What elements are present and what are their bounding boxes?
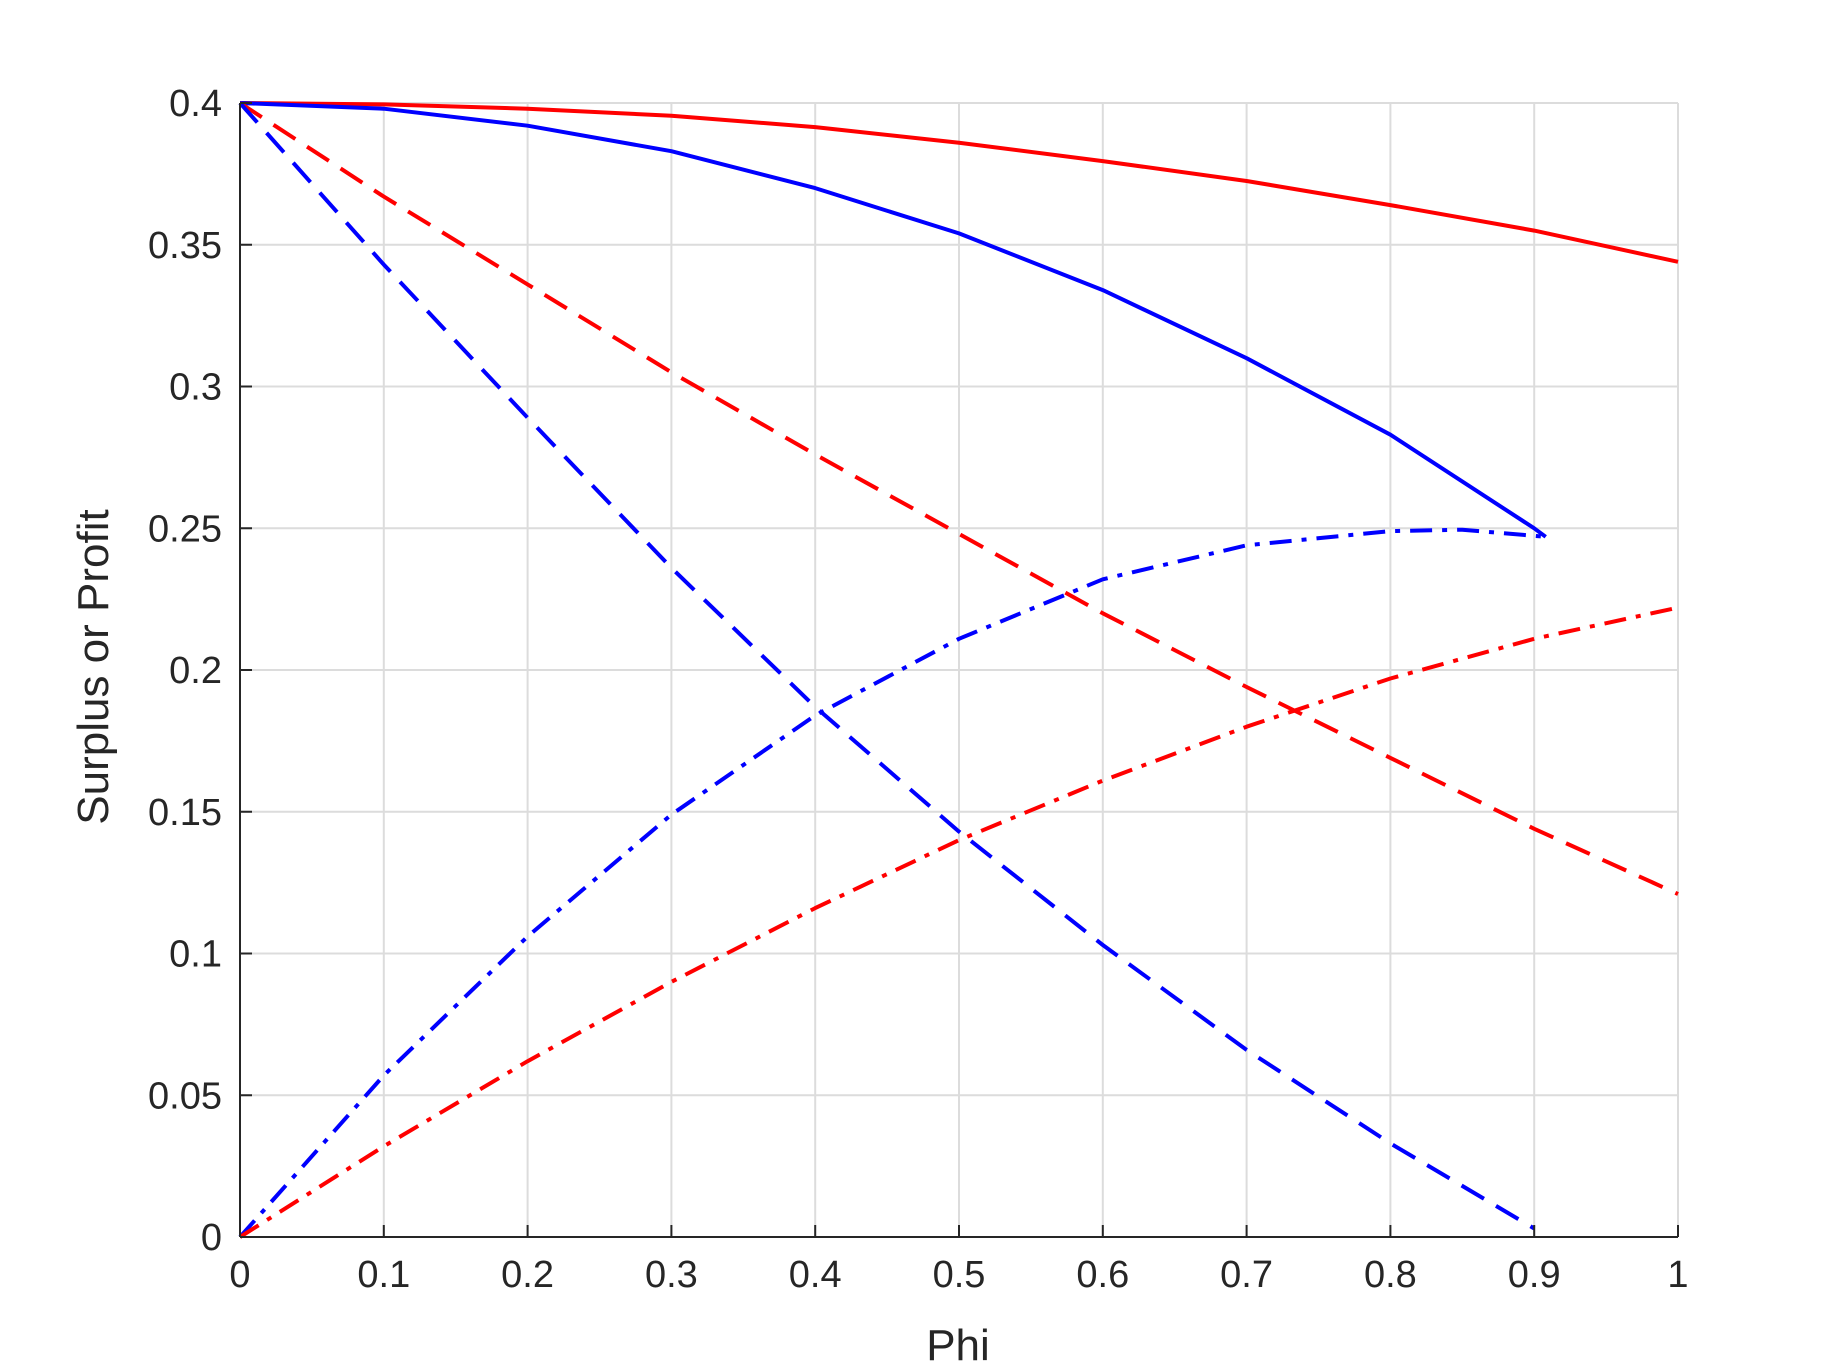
series-line-2 (238, 101, 1679, 896)
x-tick-label-7: 0.7 (1220, 1254, 1273, 1296)
series-line-3 (238, 101, 1536, 1231)
x-axis-label: Phi (926, 1321, 990, 1370)
y-tick-label-6: 0.3 (169, 367, 222, 409)
y-tick-label-1: 0.05 (148, 1075, 222, 1117)
x-tick-label-10: 1 (1667, 1254, 1688, 1296)
x-tick-label-8: 0.8 (1364, 1254, 1417, 1296)
y-tick-label-8: 0.4 (169, 83, 222, 125)
x-tick-label-2: 0.2 (501, 1254, 554, 1296)
series-line-0 (239, 101, 1679, 264)
x-tick-label-0: 0 (229, 1254, 250, 1296)
series-line-4 (238, 527, 1546, 1239)
series-line-5 (238, 605, 1679, 1239)
y-tick-label-3: 0.15 (148, 792, 222, 834)
series-group (238, 101, 1679, 1239)
grid (239, 102, 1679, 1238)
x-tick-label-3: 0.3 (645, 1254, 698, 1296)
y-axis-label: Surplus or Profit (69, 509, 118, 824)
x-tick-label-1: 0.1 (357, 1254, 410, 1296)
y-tick-label-5: 0.25 (148, 508, 222, 550)
ticks: 0 0.1 0.2 0.3 0.4 0.5 0.6 0.7 0.8 0.9 1 0 0.05 0.1 0.1… (148, 83, 1689, 1296)
y-tick-label-0: 0 (201, 1217, 222, 1259)
x-tick-label-9: 0.9 (1508, 1254, 1561, 1296)
x-tick-label-6: 0.6 (1076, 1254, 1129, 1296)
y-tick-label-2: 0.1 (169, 934, 222, 976)
x-tick-label-4: 0.4 (789, 1254, 842, 1296)
series-line-1 (239, 101, 1547, 539)
x-tick-label-5: 0.5 (933, 1254, 986, 1296)
y-tick-label-7: 0.35 (148, 225, 222, 267)
y-tick-label-4: 0.2 (169, 650, 222, 692)
